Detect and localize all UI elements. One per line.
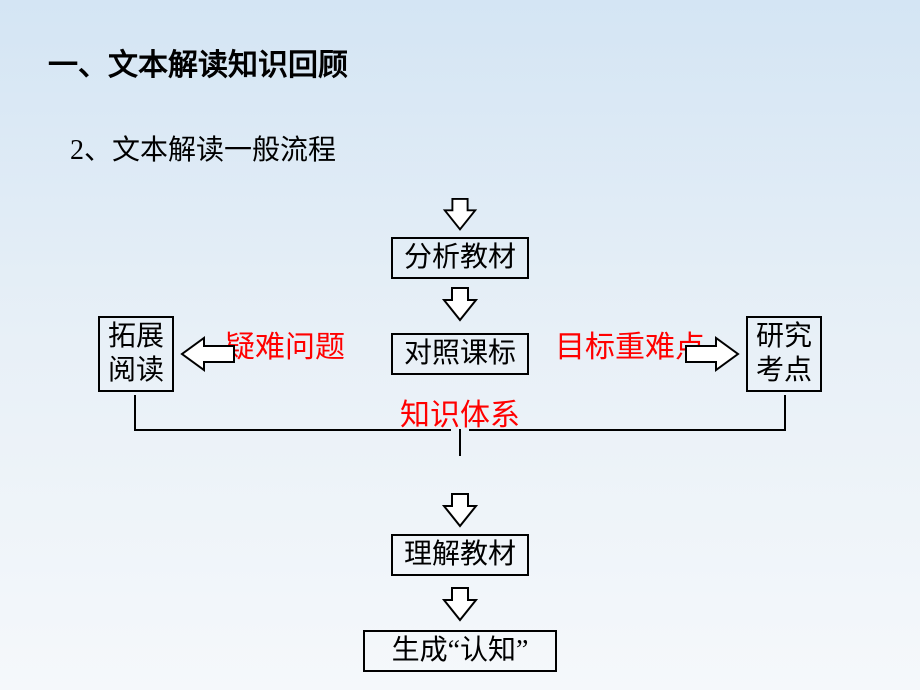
arrow-analyze-to-compare [440, 286, 480, 326]
box-analyze: 分析教材 [391, 237, 529, 279]
arrow-compare-to-extend [180, 334, 236, 374]
section-title: 一、文本解读知识回顾 [48, 40, 348, 84]
arrow-understand-to-generate [440, 586, 480, 626]
arrow-bracket-to-understand [440, 492, 480, 532]
box-analyze-text: 分析教材 [404, 241, 516, 275]
box-extend: 拓展阅读 [98, 316, 174, 392]
box-generate-text: 生成“认知” [392, 634, 529, 668]
box-research-text: 研究考点 [756, 320, 812, 387]
label-difficult: 疑难问题 [225, 322, 345, 366]
box-generate: 生成“认知” [363, 630, 557, 672]
box-compare-text: 对照课标 [404, 337, 516, 371]
section-subtitle: 2、文本解读一般流程 [70, 128, 336, 168]
bracket [80, 395, 840, 475]
box-understand-text: 理解教材 [404, 538, 516, 572]
box-compare: 对照课标 [391, 333, 529, 375]
box-extend-text: 拓展阅读 [108, 320, 164, 387]
label-target: 目标重难点 [555, 322, 705, 366]
arrow-compare-to-research [684, 334, 740, 374]
box-understand: 理解教材 [391, 534, 529, 576]
box-research: 研究考点 [746, 316, 822, 392]
arrow-into-analyze [440, 197, 480, 235]
